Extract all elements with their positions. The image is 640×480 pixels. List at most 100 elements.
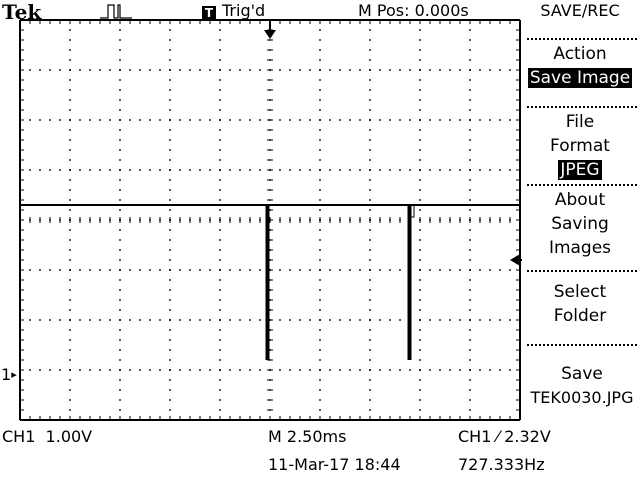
menu-action[interactable]: Action Save Image [522,42,638,90]
graticule-dot [169,199,171,201]
graticule-dot [459,119,461,121]
menu-save-filename: TEK0030.JPG [530,388,634,407]
graticule-dot [309,319,311,321]
menu-file-format[interactable]: File Format JPEG [522,110,638,182]
graticule-dot [119,49,121,51]
graticule-dot [469,179,471,181]
graticule-dot [259,319,261,321]
graticule-dot [409,119,411,121]
channel-1-marker-label: 1 [1,365,12,384]
menu-save[interactable]: Save TEK0030.JPG [524,362,640,410]
acquire-icon [100,2,132,24]
graticule-dot [439,319,441,321]
trigger-level-readout: CH1 ⁄ 2.32V [458,427,551,446]
graticule-dot [219,149,221,151]
graticule-dot [339,319,341,321]
graticule-dot [469,369,471,371]
graticule-dot [179,369,181,371]
graticule-dot [469,359,471,361]
graticule-dot [349,169,351,171]
graticule-dot [249,69,251,71]
graticule-dot [339,269,341,271]
graticule-dot [119,239,121,241]
graticule-dot [369,159,371,161]
graticule-dot [69,399,71,401]
graticule-dot [79,119,81,121]
graticule-dot [369,409,371,411]
graticule-dot [89,319,91,321]
graticule-dot [329,119,331,121]
graticule-dot [449,119,451,121]
graticule-dot [219,209,221,211]
graticule-dot [129,119,131,121]
graticule-dot [419,369,421,371]
graticule-dot [119,169,121,171]
graticule-dot [69,119,71,121]
graticule-dot [509,119,511,121]
graticule-dot [459,169,461,171]
graticule-dot [379,319,381,321]
graticule-dot [229,369,231,371]
graticule-dot [129,369,131,371]
graticule-dot [119,59,121,61]
graticule-dot [29,319,31,321]
graticule-dot [319,29,321,31]
graticule-dot [309,69,311,71]
trigger-position-marker [263,20,277,46]
graticule-dot [119,79,121,81]
graticule-dot [139,319,141,321]
graticule [19,19,521,421]
horizontal-position-readout: M Pos: 0.000s [358,1,469,20]
graticule-dot [279,369,281,371]
graticule-dot [369,119,371,121]
graticule-dot [219,389,221,391]
graticule-dot [159,269,161,271]
graticule-dot [179,319,181,321]
graticule-dot [219,159,221,161]
graticule-dot [189,319,191,321]
brand-logo: Tek [2,0,42,24]
graticule-dot [369,399,371,401]
graticule-dot [219,309,221,311]
graticule-dot [359,369,361,371]
graticule-dot [219,289,221,291]
graticule-dot [299,369,301,371]
graticule-dot [319,249,321,251]
graticule-dot [49,119,51,121]
graticule-dot [169,139,171,141]
graticule-dot [469,129,471,131]
graticule-dot [459,319,461,321]
graticule-dot [69,59,71,61]
graticule-dot [319,39,321,41]
graticule-dot [169,159,171,161]
graticule-dot [289,369,291,371]
graticule-dot [69,89,71,91]
graticule-dot [469,229,471,231]
graticule-dot [169,309,171,311]
graticule-dot [29,119,31,121]
graticule-dot [369,239,371,241]
graticule-dot [369,59,371,61]
graticule-dot [169,379,171,381]
graticule-dot [319,179,321,181]
graticule-dot [399,119,401,121]
graticule-dot [219,229,221,231]
graticule-dot [319,199,321,201]
graticule-dot [189,369,191,371]
graticule-dot [249,169,251,171]
graticule-dot [119,139,121,141]
graticule-dot [149,69,151,71]
menu-select-folder[interactable]: Select Folder [522,280,638,328]
graticule-dot [469,339,471,341]
graticule-dot [369,99,371,101]
graticule-dot [39,319,41,321]
graticule-dot [59,369,61,371]
graticule-dot [69,299,71,301]
graticule-dot [369,109,371,111]
graticule-dot [49,69,51,71]
graticule-dot [369,179,371,181]
graticule-dot [419,319,421,321]
menu-about-saving-images[interactable]: About Saving Images [522,188,638,260]
graticule-dot [69,229,71,231]
graticule-dot [369,299,371,301]
